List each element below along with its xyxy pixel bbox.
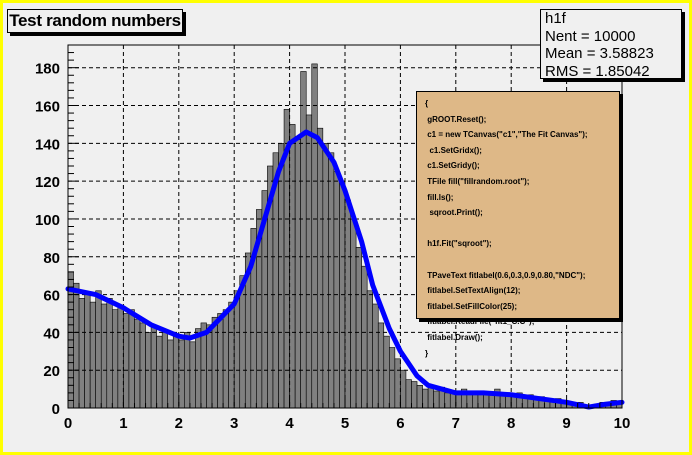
code-line: fitlabel.Draw(); [425,332,483,342]
histogram-bar [416,385,423,409]
histogram-bar [350,218,357,409]
histogram-bar [178,339,185,409]
code-line: fitlabel.SetFillColor(25); [425,301,518,311]
stats-entries: Nent = 10000 [545,27,636,45]
y-tick-label: 120 [35,174,60,191]
histogram-bar [316,127,324,409]
x-tick-label: 10 [614,415,631,432]
histogram-bar [195,328,202,409]
histogram-bar [444,392,451,409]
histogram-bar [139,322,146,409]
histogram-bar [278,143,285,409]
histogram-bar [217,313,224,409]
histogram-bar [405,379,412,409]
y-tick-label: 140 [35,136,60,153]
histogram-bar [128,309,135,409]
histogram-bar [156,335,163,409]
code-line [425,252,619,268]
histogram-bar [366,290,374,409]
code-line: } [425,348,429,358]
x-tick-label: 6 [396,415,404,432]
code-line: fitlabel.SetTextAlign(12); [425,286,521,296]
histogram-bar [355,246,362,409]
y-tick-label: 60 [43,288,60,305]
histogram-bar [361,265,368,409]
histogram-bar [172,335,180,409]
histogram-bar [78,298,85,409]
histogram-bar [206,324,213,409]
canvas: 0 1 2 3 4 5 6 7 8 9 10 0 20 40 60 80 100 120 140 160 180 Tes… [3,3,689,452]
histogram-bar [333,171,340,409]
x-tick-label: 4 [285,415,294,432]
histogram-bar [233,290,241,409]
histogram-bar [189,341,196,409]
stats-box: h1f Nent = 10000 Mean = 3.58823 RMS = 1.… [540,9,682,80]
histogram-bar [117,305,124,409]
histogram-bar [411,381,418,409]
histogram-bar [123,313,130,409]
chart-title: Test random numbers [7,9,183,33]
histogram-bar [112,309,119,409]
code-line: h1f.Fit("sqroot"); [425,239,492,249]
x-tick-label: 3 [230,415,238,432]
x-tick-label: 5 [341,415,349,432]
code-line: TFile fill("fillrandom.root"); [425,176,530,186]
code-line: fitlabel.ReadFile("fit1_C.C"); [425,317,535,327]
histogram-bar [389,347,396,409]
histogram-bar [383,335,390,409]
code-line: c1 = new TCanvas("c1","The Fit Canvas"); [425,130,588,140]
fit-macro-pave: { gROOT.Reset(); c1 = new TCanvas("c1","… [416,91,620,358]
histogram-bar [167,339,174,409]
code-line [425,221,619,237]
histogram-bar [394,358,401,409]
histogram-bar [211,316,218,409]
stats-mean: Mean = 3.58823 [545,45,654,62]
y-tick-label: 80 [43,250,60,267]
histogram-bar [73,282,80,409]
histogram-bar [106,298,113,409]
histogram-bar [289,124,296,409]
histogram-bar [372,303,379,409]
code-line: gROOT.Reset(); [425,114,487,124]
x-tick-label: 8 [507,415,515,432]
histogram-bar [228,301,235,409]
code-line: sqroot.Print(); [425,208,483,218]
code-line: c1.SetGridy(); [425,161,480,171]
x-tick-label: 7 [452,415,460,432]
histogram-bar [150,324,157,409]
histogram-bar [84,294,91,409]
histogram-bar [322,143,329,409]
x-tick-label: 0 [64,415,72,432]
histogram-bar [422,388,429,409]
code-line: TPaveText fitlabel(0.6,0.3,0.9,0.80,"NDC… [425,270,586,280]
code-line: { [425,99,429,108]
y-tick-label: 0 [52,401,60,418]
histogram-bar [222,309,229,409]
y-tick-label: 100 [35,212,60,229]
histogram-bar [89,301,97,409]
histogram-bar [95,290,102,409]
stats-rms: RMS = 1.85042 [545,62,650,80]
stats-name: h1f [545,10,566,27]
histogram-bar [300,71,307,409]
fit-curve [65,129,625,410]
code-line: c1.SetGridx(); [425,145,482,155]
histogram-bar [377,322,385,409]
x-tick-label: 9 [562,415,570,432]
x-tick-label: 1 [119,415,127,432]
y-tick-label: 160 [35,99,60,116]
histogram-bar [311,63,318,409]
histogram-bar [100,303,108,409]
y-tick-label: 180 [35,61,60,78]
histogram-bar [294,139,301,409]
histogram-bar [344,199,351,409]
code-line: fill.ls(); [425,192,454,202]
histogram-bar [433,390,440,409]
y-tick-label: 20 [43,363,60,380]
y-tick-label: 40 [43,325,60,342]
histogram-bar [305,114,313,409]
histogram-bar [400,369,407,409]
x-tick-label: 2 [175,415,183,432]
histogram-bar [483,394,490,409]
